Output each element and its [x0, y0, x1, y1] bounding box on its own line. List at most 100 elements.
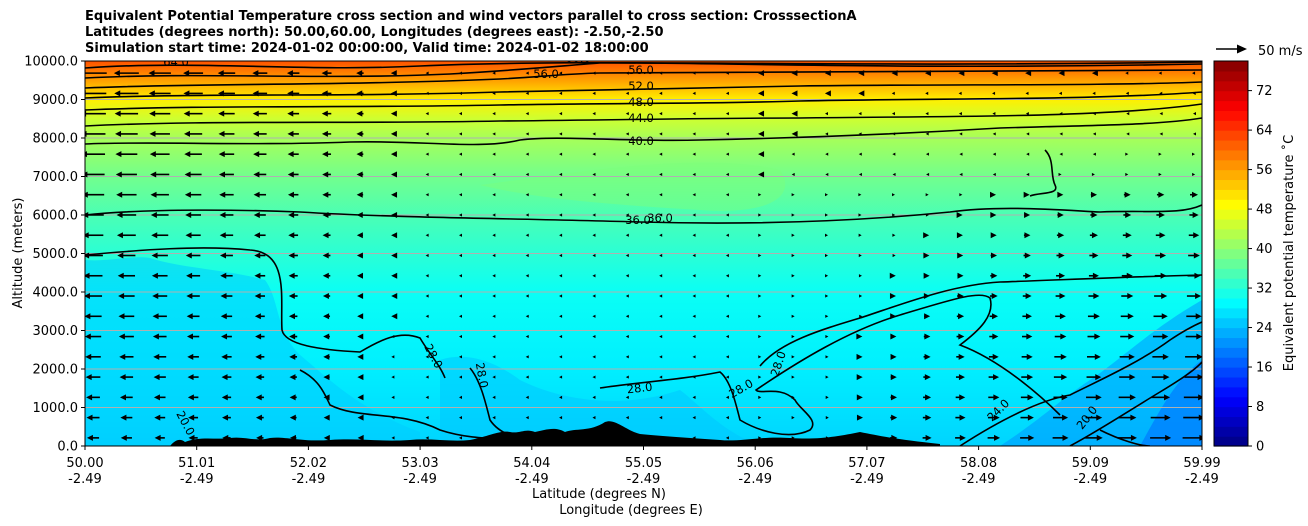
wind-vector — [357, 313, 364, 320]
wind-vector — [791, 213, 795, 217]
wind-vector — [391, 293, 398, 300]
wind-vector — [1120, 313, 1134, 320]
wind-vector — [492, 355, 496, 359]
wind-vector — [1088, 272, 1099, 279]
y-tick-label: 4000.0 — [33, 286, 79, 301]
colorbar-tick-label: 0 — [1256, 440, 1264, 455]
wind-vector — [692, 91, 696, 95]
wind-vector — [117, 272, 136, 279]
wind-vector — [692, 436, 696, 440]
x-tick-label-lat: 55.05 — [625, 456, 662, 471]
wind-vector — [85, 313, 102, 320]
wind-vector — [391, 436, 395, 440]
wind-vector — [924, 70, 931, 77]
wind-vector — [758, 274, 762, 278]
wind-vector — [825, 294, 829, 298]
wind-vector — [956, 232, 963, 239]
colorbar-band — [1214, 248, 1248, 260]
wind-vector — [659, 416, 663, 420]
wind-vector — [925, 91, 929, 95]
wind-vector — [856, 374, 863, 381]
wind-vector — [1158, 152, 1162, 156]
colorbar-band — [1214, 218, 1248, 230]
wind-vector — [1192, 152, 1195, 156]
contour-36b — [1029, 149, 1057, 197]
colorbar-band — [1214, 426, 1248, 437]
wind-vector — [758, 253, 762, 258]
wind-vector — [252, 90, 268, 97]
wind-vector — [286, 70, 300, 77]
x-tick-label-lon: -2.49 — [962, 472, 996, 487]
colorbar-band — [1214, 110, 1248, 121]
wind-vector — [725, 193, 729, 197]
wind-key-arrowhead — [1237, 44, 1247, 54]
wind-vector — [356, 211, 364, 218]
wind-vector — [592, 172, 596, 177]
wind-vector — [1055, 293, 1066, 300]
contour-label: 28.0 — [473, 361, 491, 389]
contour-label: 64.0 — [163, 55, 189, 69]
wind-vector — [659, 355, 663, 359]
wind-vector — [592, 355, 596, 359]
wind-vector — [592, 294, 596, 298]
x-tick-label-lat: 58.08 — [960, 456, 997, 471]
wind-vector — [289, 353, 298, 360]
wind-vector — [321, 70, 332, 77]
contour-40 — [85, 117, 1202, 146]
wind-vector — [525, 375, 529, 379]
wind-vector — [791, 375, 795, 379]
wind-vector — [425, 91, 429, 95]
colorbar-band — [1214, 288, 1248, 299]
wind-vector — [1119, 353, 1135, 360]
wind-vector — [858, 253, 862, 258]
wind-vector — [1118, 394, 1136, 401]
wind-vector — [459, 193, 462, 197]
wind-vector — [287, 171, 299, 178]
wind-vector — [254, 293, 265, 300]
y-tick-label: 2000.0 — [33, 363, 79, 378]
wind-vector — [525, 132, 529, 136]
wind-vector — [85, 374, 101, 381]
contour-64 — [85, 61, 1202, 69]
wind-vector — [222, 414, 231, 421]
wind-vector — [892, 233, 896, 237]
wind-vector — [659, 274, 663, 278]
wind-vector — [289, 374, 297, 381]
colorbar-band — [1214, 367, 1248, 378]
wind-vector — [625, 233, 629, 237]
wind-vector — [459, 395, 462, 399]
contour-label: 56.0 — [533, 67, 559, 81]
wind-vector — [1023, 272, 1032, 279]
wind-vector — [425, 193, 429, 197]
wind-vector — [288, 272, 298, 279]
x-tick-label-lon: -2.49 — [403, 472, 437, 487]
wind-vector — [559, 274, 563, 278]
wind-vector — [825, 334, 829, 339]
wind-vector — [1021, 374, 1034, 381]
wind-vector — [892, 253, 896, 258]
wind-vector — [922, 434, 932, 441]
colorbar-band — [1214, 416, 1248, 427]
colorbar-band — [1214, 307, 1248, 319]
wind-vector — [991, 70, 998, 77]
wind-vector — [390, 90, 397, 97]
wind-vector — [323, 353, 330, 360]
wind-vector — [891, 112, 895, 116]
wind-vector — [459, 294, 462, 298]
wind-vector — [357, 394, 364, 401]
wind-vector — [692, 314, 696, 318]
wind-vector — [659, 375, 663, 379]
wind-vector — [1020, 414, 1034, 421]
wind-vector — [188, 414, 199, 421]
wind-vector — [459, 132, 462, 136]
wind-vector — [955, 394, 966, 401]
wind-vector — [890, 394, 897, 401]
wind-vector — [187, 374, 199, 381]
wind-vector — [356, 191, 364, 198]
wind-vector — [923, 394, 932, 401]
wind-vector — [86, 414, 100, 421]
wind-vector — [1125, 91, 1129, 95]
wind-vector — [824, 70, 831, 77]
wind-vector — [1188, 232, 1200, 239]
x-tick-label-lon: -2.49 — [1073, 472, 1107, 487]
